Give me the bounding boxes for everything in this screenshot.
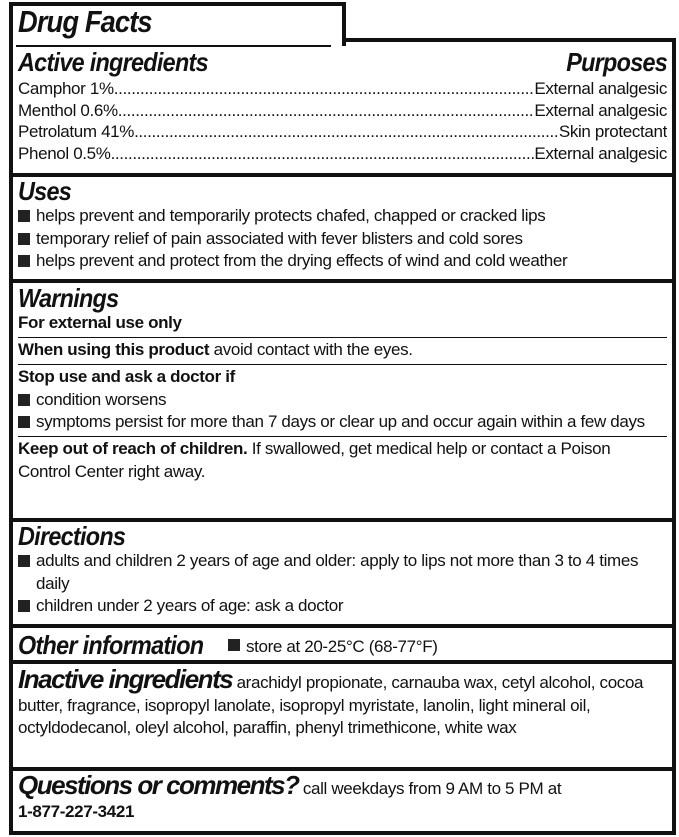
active-heading: Active ingredients <box>18 47 209 77</box>
inactive-section: Inactive ingredients arachidyl propionat… <box>13 665 672 740</box>
purpose: External analgesic <box>534 143 667 163</box>
keep-out-text: If swallowed, get medical help or contac… <box>18 439 611 481</box>
item-text: condition worsens <box>36 389 167 409</box>
bullet-icon <box>18 210 30 222</box>
page-title: Drug Facts <box>18 4 153 39</box>
uses-heading: Uses <box>18 176 72 206</box>
questions-text: call weekdays from 9 AM to 5 PM at <box>302 779 562 798</box>
warnings-heading: Warnings <box>18 283 119 313</box>
list-item: children under 2 years of age: ask a doc… <box>18 595 667 618</box>
list-item: condition worsens <box>18 389 667 412</box>
directions-section: Directions adults and children 2 years o… <box>13 522 672 618</box>
phone-number: 1-877-227-3421 <box>18 801 135 821</box>
ingredient-row: Camphor 1% External analgesic <box>18 78 667 100</box>
list-item: helps prevent and temporarily protects c… <box>18 205 667 228</box>
bullet-icon <box>18 393 30 406</box>
item-text: helps prevent and protect from the dryin… <box>36 251 568 270</box>
ingredient: Phenol 0.5% <box>18 143 111 163</box>
ingredient-row: Menthol 0.6% External analgesic <box>18 100 667 122</box>
purpose: Skin protectant <box>558 122 667 141</box>
inactive-text: arachidyl propionate, carnauba wax, cety… <box>18 673 644 737</box>
list-item: adults and children 2 years of age and o… <box>18 550 667 595</box>
item-text: helps prevent and temporarily protects c… <box>36 206 546 225</box>
tab-join <box>13 36 342 46</box>
divider <box>13 173 672 177</box>
keep-out-label: Keep out of reach of children. <box>18 439 248 458</box>
bullet-icon <box>18 600 30 612</box>
ingredient-row: Phenol 0.5% External analgesic <box>18 143 667 165</box>
bullet-icon <box>18 555 30 567</box>
external-use: For external use only <box>18 313 182 332</box>
other-info-section: Other information store at 20-25°C (68-7… <box>13 628 672 662</box>
divider <box>13 279 672 283</box>
item-text: symptoms persist for more than 7 days or… <box>36 412 645 431</box>
active-ingredients-section: Active ingredients Purposes Camphor 1% Ex… <box>13 48 672 164</box>
when-using-text: avoid contact with the eyes. <box>209 340 413 359</box>
questions-section: Questions or comments? call weekdays fro… <box>13 771 672 823</box>
ingredient-row: Petrolatum 41% Skin protectant <box>18 121 667 143</box>
divider <box>13 624 672 628</box>
stop-use: Stop use and ask a doctor if <box>18 367 235 386</box>
ingredient: Petrolatum 41% <box>18 122 135 141</box>
warnings-section: Warnings For external use only When usin… <box>13 284 672 483</box>
questions-heading: Questions or comments? <box>18 770 300 800</box>
purposes-heading: Purposes <box>566 47 668 77</box>
bullet-icon <box>18 232 30 245</box>
rule <box>18 363 667 365</box>
directions-heading: Directions <box>18 521 126 551</box>
list-item: helps prevent and protect from the dryin… <box>18 250 667 273</box>
list-item: symptoms persist for more than 7 days or… <box>18 411 667 434</box>
when-using: When using this product avoid contact wi… <box>18 339 667 362</box>
inactive-heading: Inactive ingredients <box>18 664 234 694</box>
divider <box>13 660 672 664</box>
item-text: temporary relief of pain associated with… <box>36 228 523 248</box>
bullet-icon <box>227 639 240 651</box>
list-item: temporary relief of pain associated with… <box>18 228 667 251</box>
ingredient: Menthol 0.6% <box>18 100 118 120</box>
bullet-icon <box>18 255 30 267</box>
rule <box>18 435 667 437</box>
purpose: External analgesic <box>534 100 667 120</box>
item-text: adults and children 2 years of age and o… <box>36 551 639 593</box>
item-text: store at 20-25°C (68-77°F) <box>245 637 438 656</box>
ingredient: Camphor 1% <box>18 79 114 98</box>
item-text: children under 2 years of age: ask a doc… <box>36 596 344 615</box>
title-underline <box>16 45 331 47</box>
when-using-label: When using this product <box>18 340 210 359</box>
purpose: External analgesic <box>534 79 667 98</box>
keep-out: Keep out of reach of children. If swallo… <box>18 438 667 483</box>
rule <box>18 336 667 338</box>
other-heading: Other information <box>18 630 204 660</box>
divider <box>13 518 672 522</box>
divider <box>13 767 672 771</box>
uses-section: Uses helps prevent and temporarily prote… <box>13 177 672 273</box>
bullet-icon <box>18 416 30 428</box>
